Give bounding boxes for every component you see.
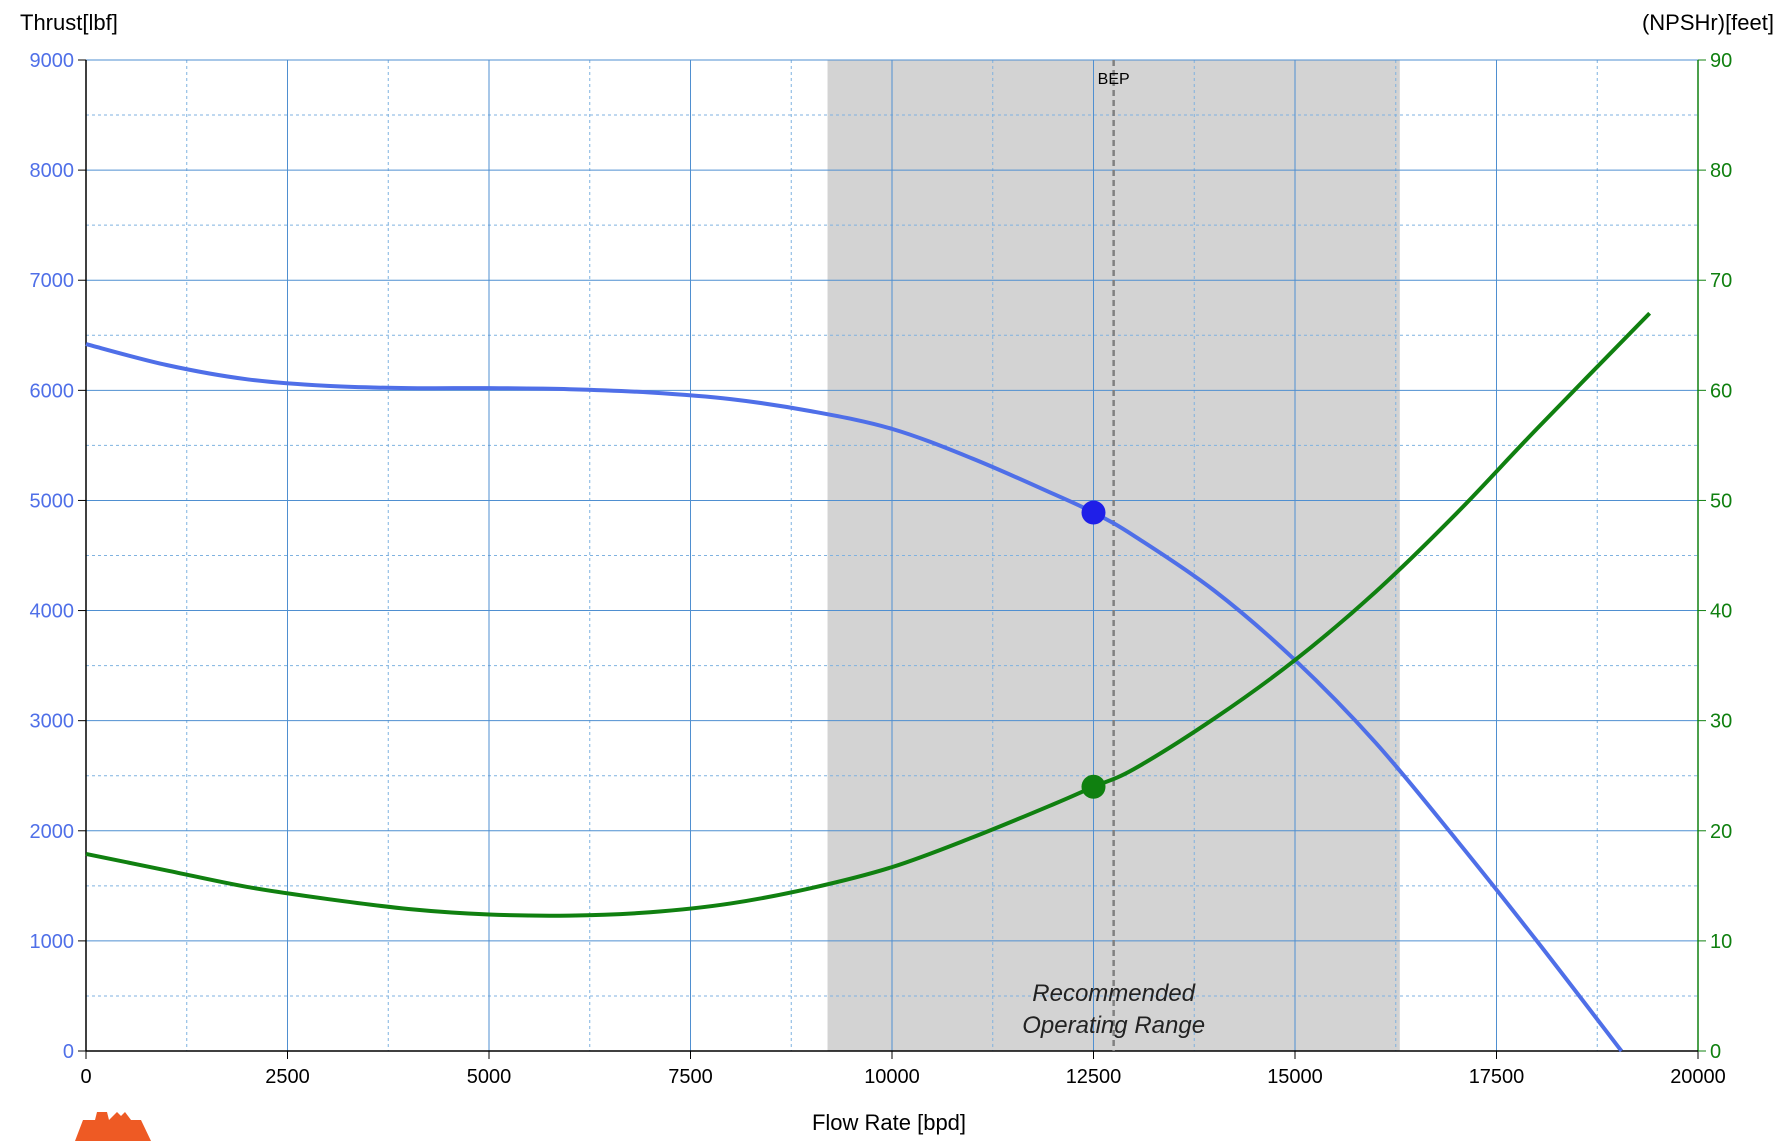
thrust-bep-marker: [1081, 500, 1106, 525]
right-tick-label: 20: [1710, 821, 1732, 843]
x-tick-label: 7500: [668, 1066, 713, 1088]
x-tick-label: 20000: [1670, 1066, 1726, 1088]
right-tick-label: 50: [1710, 490, 1732, 512]
x-tick-label: 12500: [1066, 1066, 1122, 1088]
recommended-range-label-line1: Recommended: [1032, 980, 1195, 1007]
left-tick-label: 0: [63, 1041, 74, 1063]
left-tick-label: 4000: [30, 601, 75, 623]
left-tick-label: 6000: [30, 380, 75, 402]
x-tick-label: 2500: [265, 1066, 310, 1088]
bep-label: BEP: [1098, 71, 1130, 88]
right-tick-label: 40: [1710, 601, 1732, 623]
right-tick-label: 90: [1710, 50, 1732, 72]
left-tick-label: 8000: [30, 160, 75, 182]
left-tick-label: 7000: [30, 270, 75, 292]
npshr-curve: [85, 311, 1652, 918]
x-tick-label: 10000: [864, 1066, 920, 1088]
right-tick-label: 30: [1710, 711, 1732, 733]
right-tick-label: 10: [1710, 931, 1732, 953]
right-tick-label: 70: [1710, 270, 1732, 292]
right-tick-label: 60: [1710, 380, 1732, 402]
left-tick-label: 9000: [30, 50, 75, 72]
x-tick-label: 17500: [1469, 1066, 1525, 1088]
npshr-bep-marker: [1081, 774, 1106, 799]
left-tick-label: 5000: [30, 490, 75, 512]
recommended-range-label-line2: Operating Range: [1022, 1012, 1205, 1039]
right-tick-label: 0: [1710, 1041, 1721, 1063]
right-axis-title: (NPSHr)[feet]: [1641, 10, 1774, 35]
left-tick-label: 1000: [30, 931, 75, 953]
company-logo: [75, 1112, 151, 1141]
thrust-curve: [85, 342, 1624, 1053]
right-tick-label: 80: [1710, 160, 1732, 182]
x-tick-label: 5000: [467, 1066, 512, 1088]
left-tick-label: 2000: [30, 821, 75, 843]
left-tick-label: 3000: [30, 711, 75, 733]
x-tick-label: 0: [80, 1066, 91, 1088]
x-axis-title: Flow Rate [bpd]: [811, 1110, 967, 1135]
left-axis-title: Thrust[lbf]: [20, 10, 118, 35]
x-tick-label: 15000: [1267, 1066, 1323, 1088]
